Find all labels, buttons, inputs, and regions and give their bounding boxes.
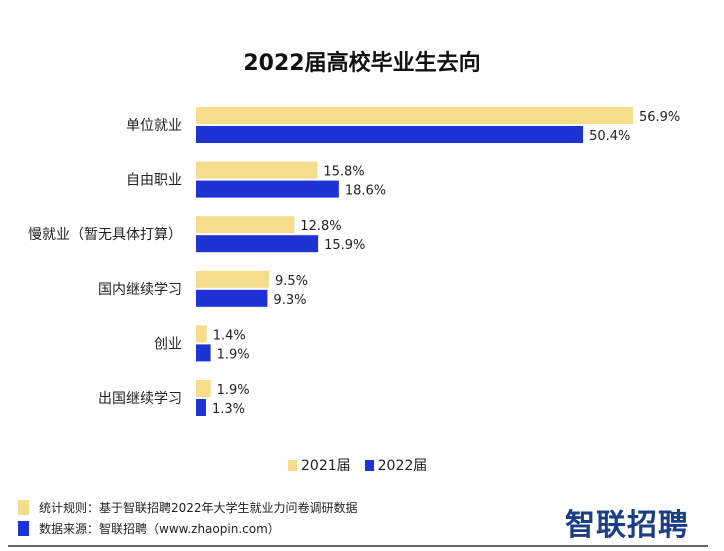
bar-2022届 xyxy=(196,180,339,198)
bar-2021届 xyxy=(196,270,269,288)
footer-swatch xyxy=(18,500,29,515)
legend-swatch xyxy=(364,460,374,471)
plot-area: 单位就业 56.9% 50.4% 自由职业 15.8% 18.6% 慢就业（暂无具体打算） 1… xyxy=(28,107,680,417)
bar-2022届 xyxy=(196,235,319,253)
data-label: 12.8% xyxy=(300,219,341,234)
footer-swatch xyxy=(18,521,29,536)
bar-2021届 xyxy=(196,380,211,397)
data-label: 15.9% xyxy=(324,238,365,253)
zhaopin-logo: 智联招聘 xyxy=(565,508,689,543)
bar-2021届 xyxy=(196,107,633,124)
data-label: 9.3% xyxy=(273,293,306,308)
category-label: 出国继续学习 xyxy=(98,390,182,407)
data-label: 1.3% xyxy=(212,402,245,417)
chart-title: 2022届高校毕业生去向 xyxy=(243,51,481,76)
legend-swatch xyxy=(288,460,297,471)
bar-2021届 xyxy=(196,325,207,343)
bar-2022届 xyxy=(196,289,268,307)
data-label: 1.4% xyxy=(213,328,246,343)
category-label: 创业 xyxy=(154,336,182,352)
bar-2022届 xyxy=(196,126,584,143)
footer-source: 数据来源：智联招聘（www.zhaopin.com） xyxy=(18,520,280,537)
category-label: 慢就业（暂无具体打算） xyxy=(28,226,182,243)
legend-label: 2021届 xyxy=(301,458,351,474)
data-label: 1.9% xyxy=(217,347,250,362)
bar-2021届 xyxy=(196,216,295,234)
legend-item-2021: 2021届 xyxy=(288,455,351,475)
legend-item-2022: 2022届 xyxy=(364,455,428,475)
divider xyxy=(8,545,708,547)
footer-source-text: 数据来源：智联招聘（www.zhaopin.com） xyxy=(39,522,280,536)
data-label: 1.9% xyxy=(217,383,250,398)
footer-rule: 统计规则：基于智联招聘2022年大学生就业力问卷调研数据 xyxy=(18,499,358,516)
category-label: 国内继续学习 xyxy=(98,281,182,298)
data-label: 18.6% xyxy=(345,184,386,199)
data-label: 9.5% xyxy=(275,274,308,289)
footer-rule-text: 统计规则：基于智联招聘2022年大学生就业力问卷调研数据 xyxy=(39,501,358,515)
bar-2022届 xyxy=(196,399,206,416)
legend: 2021届 2022届 xyxy=(288,455,427,475)
data-label: 50.4% xyxy=(589,129,630,144)
legend-label: 2022届 xyxy=(377,458,428,474)
bar-2022届 xyxy=(196,344,211,362)
category-label: 单位就业 xyxy=(126,118,182,134)
category-label: 自由职业 xyxy=(126,173,182,189)
bar-2021届 xyxy=(196,161,318,179)
data-label: 56.9% xyxy=(639,110,680,125)
data-label: 15.8% xyxy=(323,165,364,180)
